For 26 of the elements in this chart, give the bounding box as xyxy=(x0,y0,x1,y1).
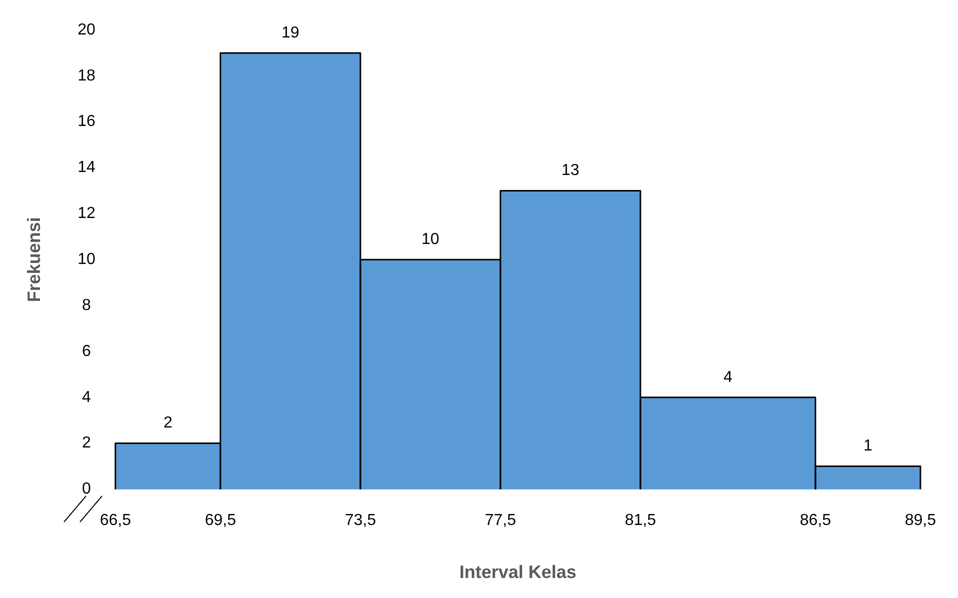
y-tick-label: 6 xyxy=(82,342,92,360)
y-tick-label: 18 xyxy=(78,67,96,84)
y-tick-label: 16 xyxy=(78,113,96,130)
data-label: 19 xyxy=(282,24,300,42)
y-tick-label: 10 xyxy=(78,251,96,268)
data-label: 10 xyxy=(422,231,440,248)
y-tick-label: 20 xyxy=(78,21,96,38)
y-tick-label: 12 xyxy=(78,205,96,222)
data-label: 4 xyxy=(723,368,732,386)
data-label: 2 xyxy=(163,414,172,432)
y-tick-label: 0 xyxy=(82,480,92,498)
y-tick-label: 8 xyxy=(82,296,92,314)
x-tick-label: 86,5 xyxy=(800,512,832,530)
y-tick-label: 14 xyxy=(78,159,96,176)
data-label: 1 xyxy=(863,438,872,455)
x-tick-label: 66,5 xyxy=(100,512,132,530)
x-tick-label: 81,5 xyxy=(624,512,656,530)
y-axis-title: Frekuensi xyxy=(24,217,44,302)
x-tick-label: 89,5 xyxy=(904,512,936,530)
data-label: 13 xyxy=(562,162,580,180)
y-tick-label: 2 xyxy=(82,434,92,452)
y-tick-label: 4 xyxy=(82,388,92,406)
x-tick-label: 77,5 xyxy=(484,512,516,530)
x-tick-label: 73,5 xyxy=(344,512,376,530)
x-axis-title: Interval Kelas xyxy=(459,562,576,582)
x-tick-label: 69,5 xyxy=(204,512,236,530)
